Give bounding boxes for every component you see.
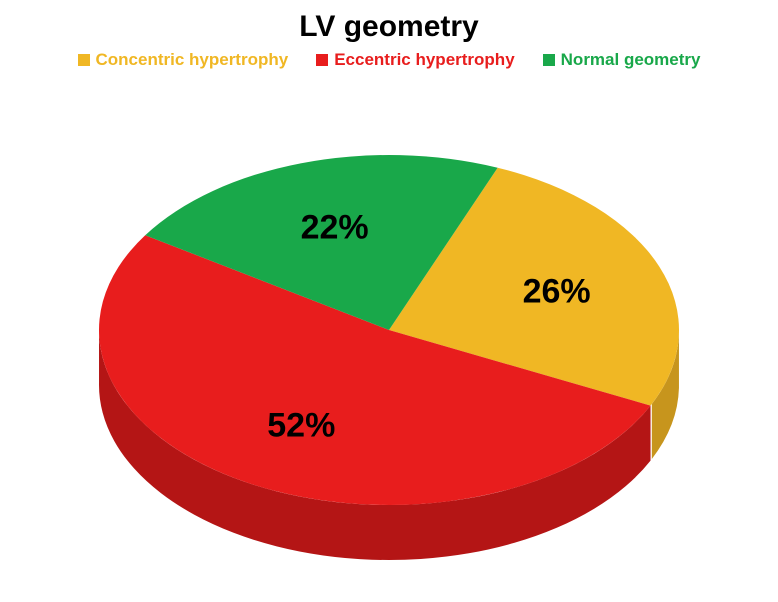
legend-marker-icon (543, 54, 555, 66)
legend-marker-icon (316, 54, 328, 66)
legend: Concentric hypertrophy Eccentric hypertr… (0, 50, 778, 70)
legend-marker-icon (78, 54, 90, 66)
slice-label: 52% (267, 407, 335, 445)
legend-item-normal: Normal geometry (543, 50, 701, 70)
chart-title: LV geometry (0, 10, 778, 44)
legend-label: Normal geometry (561, 50, 701, 70)
legend-item-concentric: Concentric hypertrophy (78, 50, 289, 70)
slice-label: 22% (301, 208, 369, 246)
legend-label: Eccentric hypertrophy (334, 50, 514, 70)
legend-label: Concentric hypertrophy (96, 50, 289, 70)
pie-chart: 26% 52% 22% (0, 80, 778, 580)
legend-item-eccentric: Eccentric hypertrophy (316, 50, 514, 70)
slice-label: 26% (523, 273, 591, 311)
